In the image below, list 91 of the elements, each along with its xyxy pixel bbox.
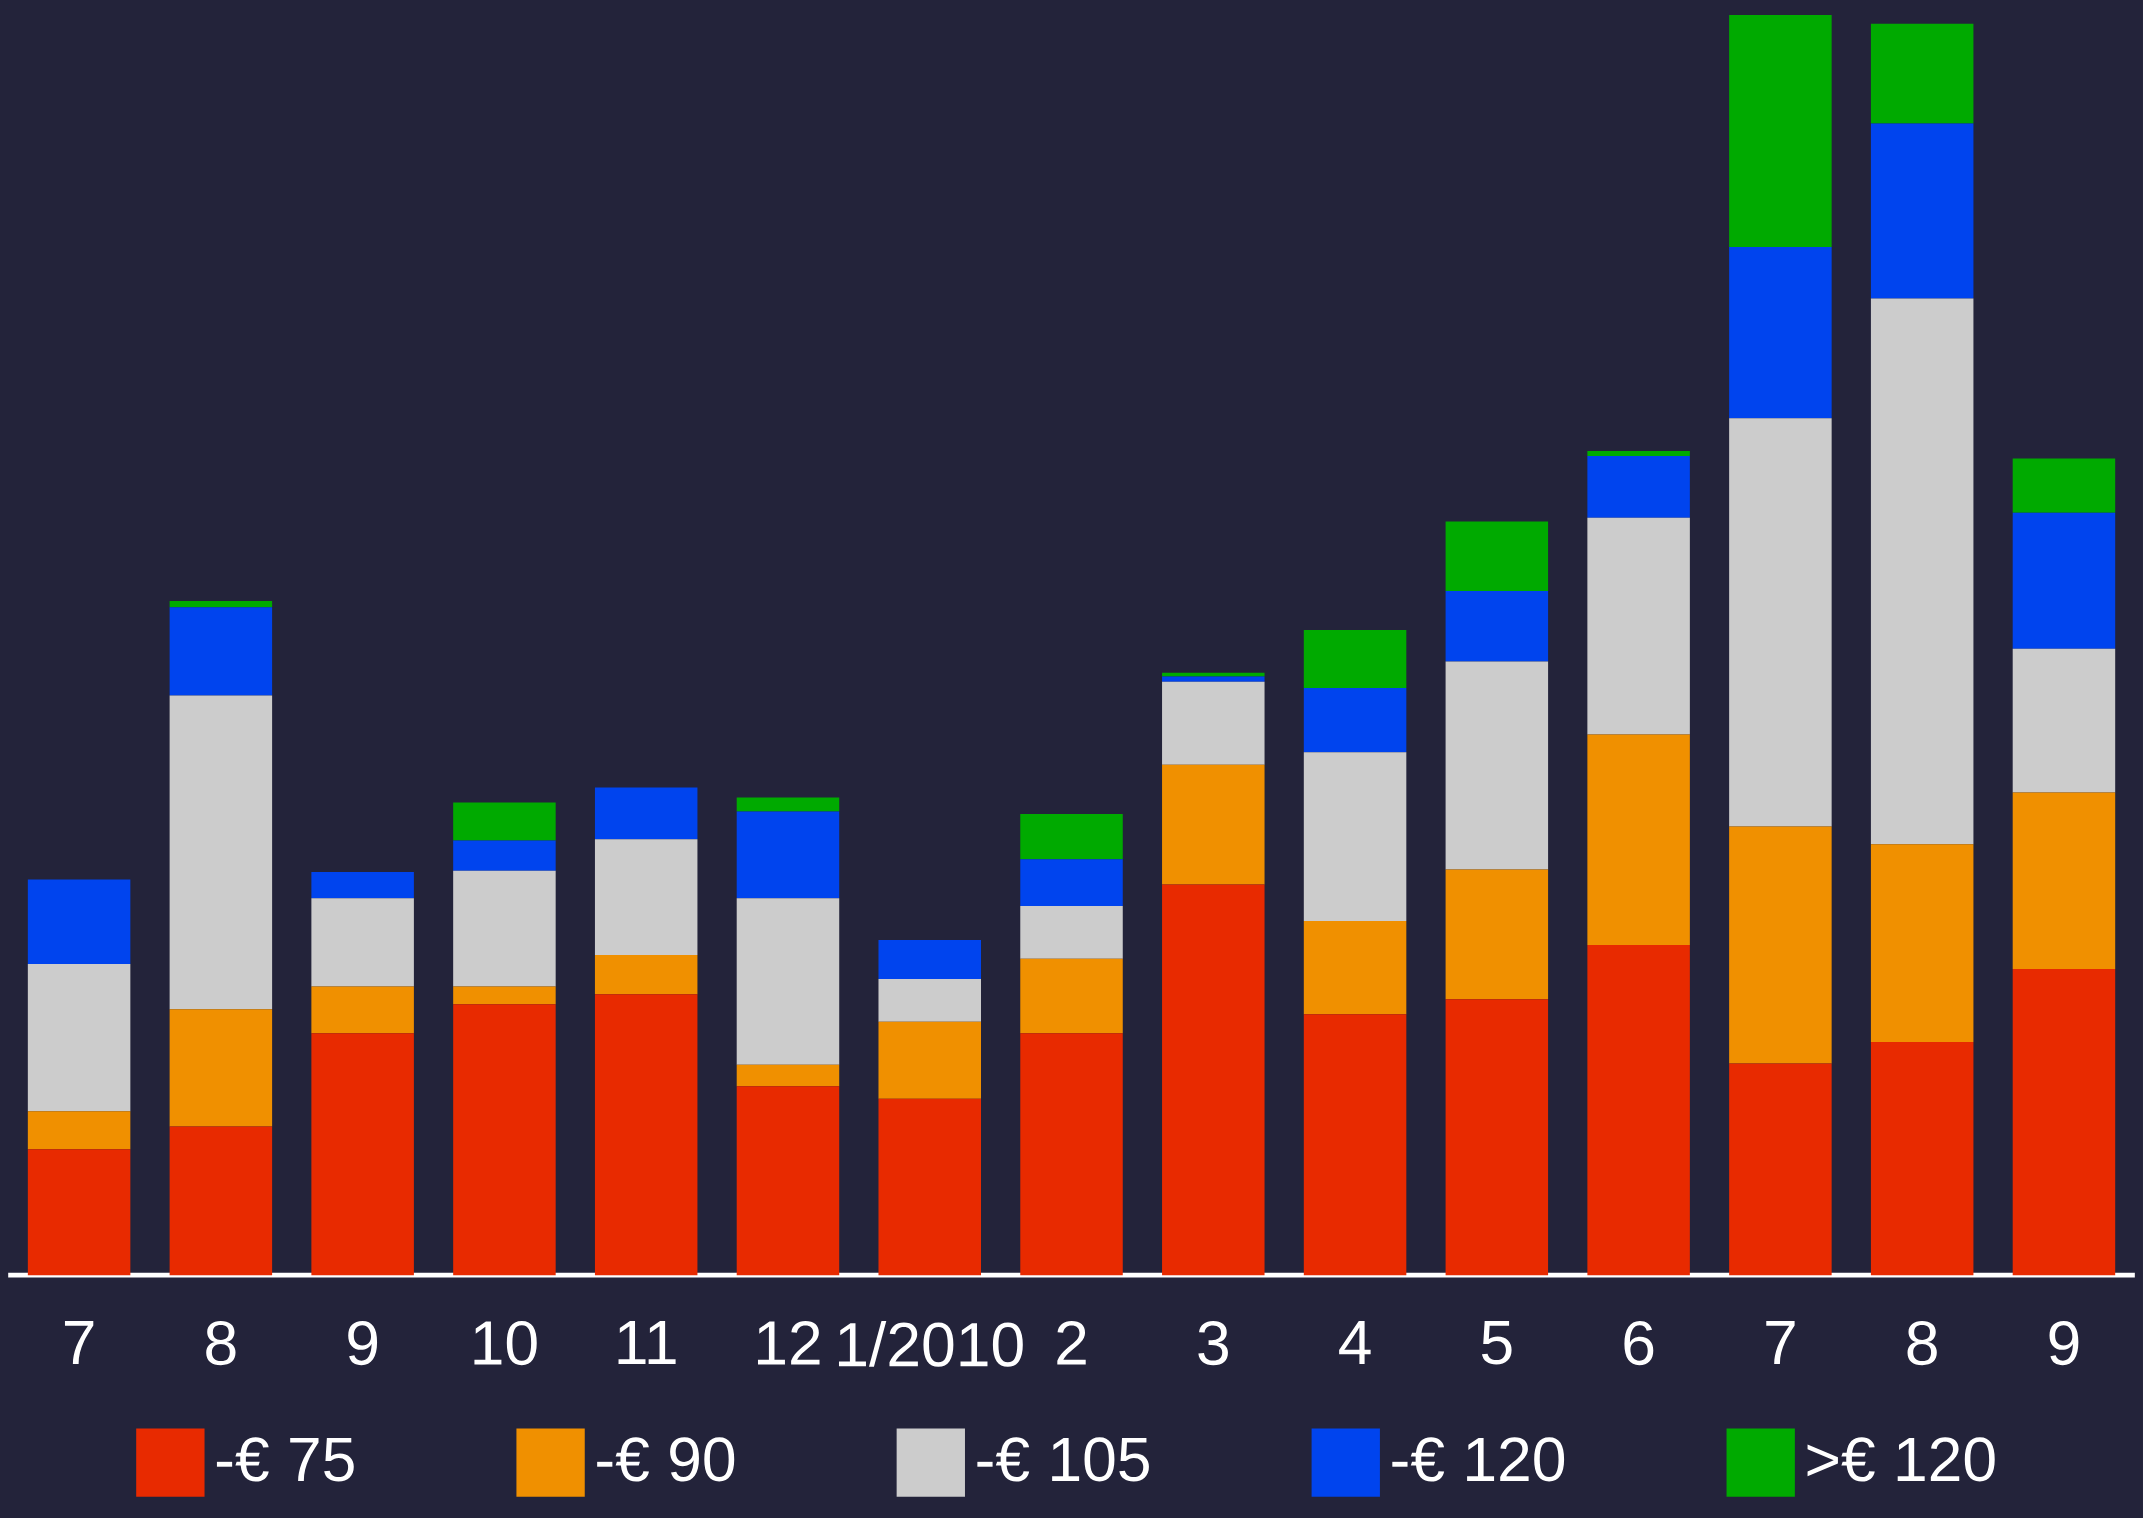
bar: [594, 787, 698, 839]
bar: [311, 871, 414, 899]
x-tick-label: 7: [1766, 1320, 1795, 1364]
legend-label: -€ 105: [977, 1437, 1149, 1482]
bar: [878, 1021, 981, 1099]
bar: [169, 1126, 273, 1275]
bar: [453, 802, 556, 841]
x-tick-label: 7: [64, 1320, 94, 1364]
x-tick-label: 9: [2049, 1320, 2079, 1365]
bar: [1020, 1033, 1123, 1275]
bar: [736, 797, 840, 812]
bar: [594, 838, 698, 955]
bar: [169, 1009, 273, 1127]
bar: [169, 695, 273, 1010]
bar: [169, 600, 273, 608]
bar: [2012, 648, 2116, 793]
bar: [1587, 944, 1690, 1275]
bar: [1303, 629, 1407, 688]
bar: [1162, 884, 1265, 1275]
bar: [878, 1098, 981, 1275]
bar: [594, 954, 698, 994]
bar: [878, 939, 981, 979]
bar: [1020, 813, 1123, 860]
bar: [2012, 968, 2116, 1275]
x-tick-label: 10: [474, 1320, 537, 1365]
bar: [878, 978, 981, 1022]
bar: [1303, 687, 1407, 752]
bar: [1445, 661, 1549, 870]
bar: [1303, 1014, 1407, 1275]
bar: [1729, 418, 1832, 827]
bar: [1729, 826, 1832, 1064]
bar: [1729, 1063, 1832, 1275]
bar: [1587, 517, 1690, 735]
x-tick-label: 1/2010: [838, 1320, 1023, 1367]
bar: [311, 986, 414, 1033]
bar: [311, 898, 414, 987]
bar: [594, 993, 698, 1275]
bar: [736, 811, 840, 899]
legend-label: -€ 75: [216, 1437, 354, 1482]
bar: [1020, 905, 1123, 959]
bar: [1162, 672, 1265, 677]
bar: [1445, 869, 1549, 999]
x-tick-label: 6: [1624, 1320, 1654, 1365]
bar: [1445, 998, 1549, 1275]
x-tick-label: 8: [206, 1320, 236, 1365]
bar: [1870, 298, 1974, 844]
bar: [1020, 958, 1123, 1033]
bar: [27, 879, 131, 964]
bar: [453, 1004, 556, 1275]
bar: [1729, 246, 1832, 419]
bar: [1870, 843, 1974, 1042]
legend-label: >€ 120: [1807, 1437, 1995, 1482]
bar: [27, 963, 131, 1112]
bar: [736, 898, 840, 1065]
bar: [1303, 752, 1407, 921]
bar: [2012, 792, 2116, 969]
x-tick-label: 4: [1339, 1320, 1371, 1364]
x-tick-label: 12: [757, 1320, 820, 1365]
bar: [1303, 920, 1407, 1015]
bar: [1870, 123, 1974, 299]
bar: [27, 1111, 131, 1149]
bar: [453, 840, 556, 871]
x-tick-label: 11: [618, 1320, 676, 1364]
bar: [1162, 676, 1265, 682]
bar: [1729, 14, 1832, 247]
bar: [311, 1033, 414, 1275]
bar: [1445, 521, 1549, 591]
bar: [1870, 23, 1974, 124]
bar: [1870, 1041, 1974, 1275]
x-tick-label: 2: [1057, 1320, 1086, 1365]
bar: [2012, 512, 2116, 649]
bar: [453, 986, 556, 1005]
bar: [736, 1064, 840, 1086]
x-tick-label: 3: [1198, 1320, 1228, 1365]
x-tick-label: 9: [348, 1320, 378, 1365]
bar: [1162, 681, 1265, 765]
bar: [169, 607, 273, 696]
bar: [736, 1085, 840, 1275]
x-tick-label: 5: [1481, 1320, 1512, 1365]
bar: [1162, 764, 1265, 885]
bar: [1587, 450, 1690, 456]
legend-label: -€ 90: [597, 1437, 735, 1482]
x-tick-label: 8: [1907, 1320, 1937, 1365]
bar: [1020, 859, 1123, 906]
bar: [2012, 458, 2116, 513]
legend-label: -€ 120: [1392, 1437, 1565, 1482]
bar: [1445, 590, 1549, 662]
bar: [453, 870, 556, 987]
bar: [27, 1148, 131, 1275]
bar: [1587, 455, 1690, 518]
bar: [1587, 734, 1690, 945]
